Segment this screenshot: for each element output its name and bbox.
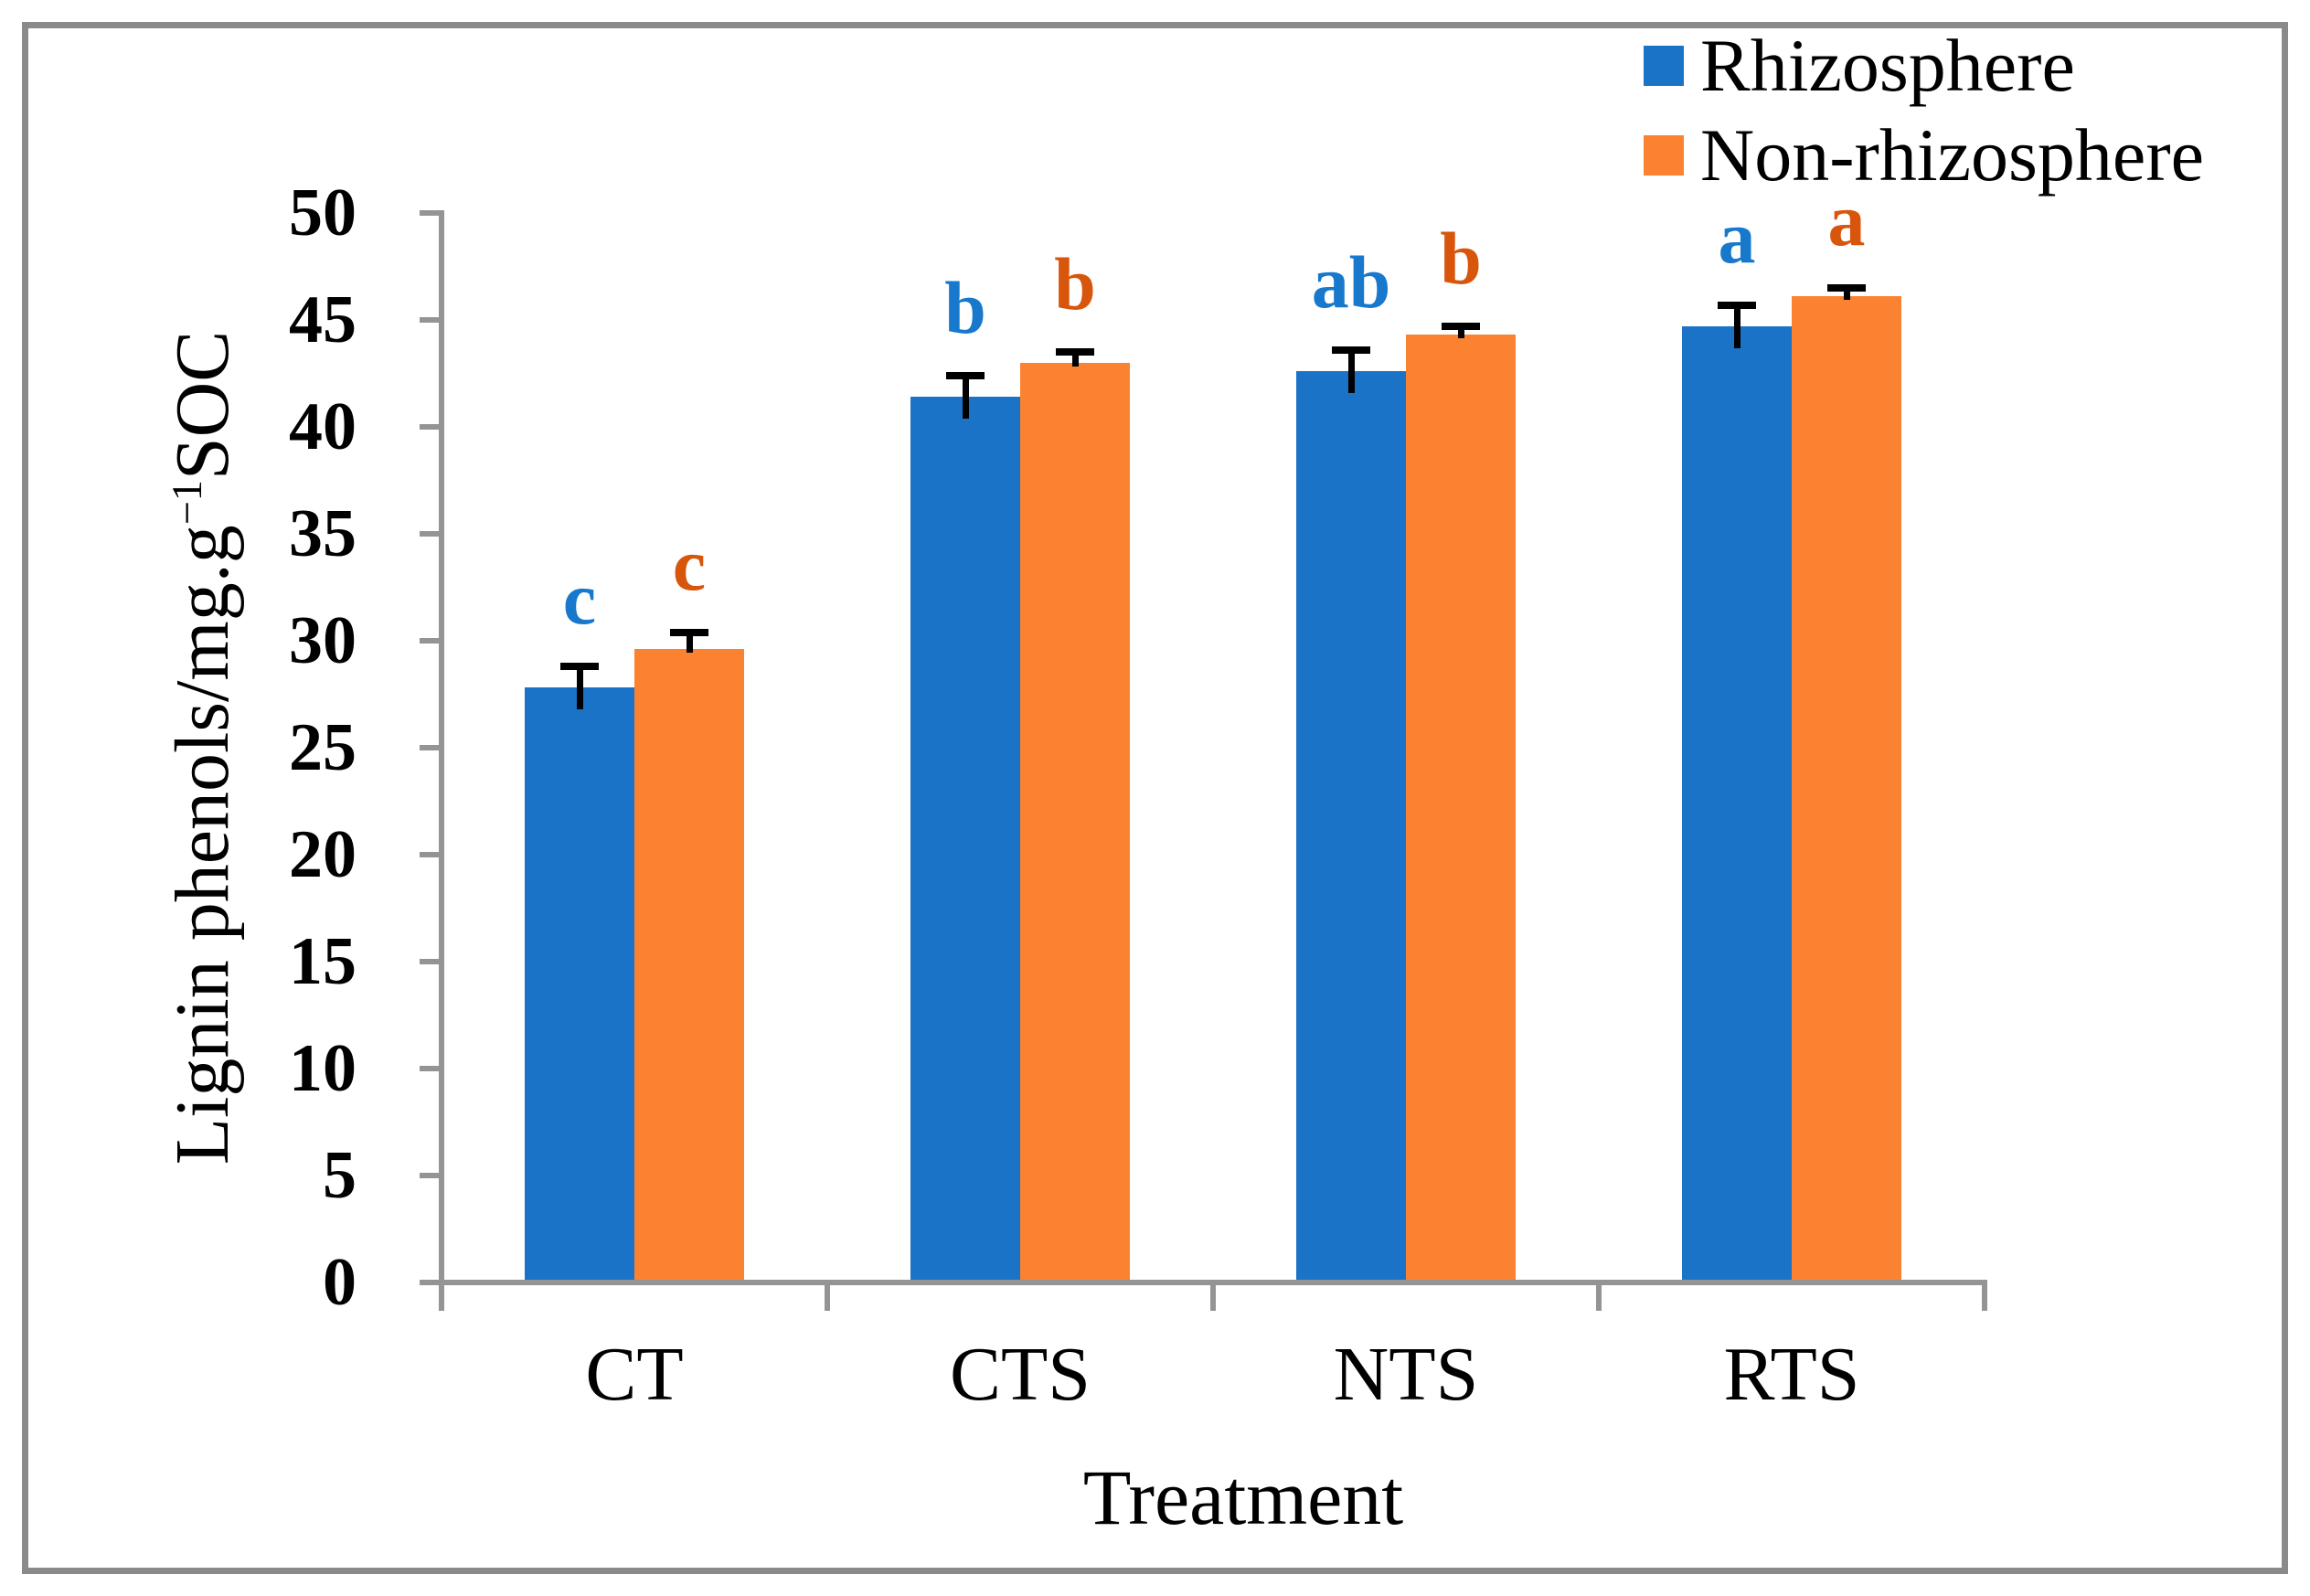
significance-letter: a xyxy=(1718,195,1756,279)
significance-letter: a xyxy=(1827,177,1866,261)
legend-label: Non-rhizosphere xyxy=(1700,113,2205,197)
y-axis-tick xyxy=(420,959,439,964)
x-category-label: CT xyxy=(585,1332,684,1417)
y-axis-title: Lignin phenols/mg.g−1SOC xyxy=(155,16,250,1479)
legend-marker xyxy=(1644,135,1684,176)
error-bar-cap xyxy=(1827,283,1866,292)
legend-item-non-rhizosphere: Non-rhizosphere xyxy=(1644,112,2204,199)
y-axis-tick xyxy=(420,745,439,750)
legend-item-rhizosphere: Rhizosphere xyxy=(1644,22,2204,110)
y-axis-tick xyxy=(420,1173,439,1178)
y-axis-tick xyxy=(420,424,439,430)
y-axis-title-text: Lignin phenols/mg.g xyxy=(160,525,245,1165)
y-tick-label: 45 xyxy=(289,282,357,357)
y-axis-tick xyxy=(420,317,439,323)
y-tick-label: 30 xyxy=(289,603,357,678)
error-bar-cap xyxy=(1442,323,1480,331)
y-axis-tick xyxy=(420,1280,439,1285)
bar-rhizosphere-nts xyxy=(1296,371,1406,1282)
x-axis-title: Treatment xyxy=(1082,1453,1404,1541)
significance-letter: b xyxy=(1054,242,1096,326)
error-bar-stem xyxy=(686,632,693,654)
bar-rhizosphere-rts xyxy=(1682,326,1792,1282)
x-axis-tick xyxy=(1982,1282,1987,1311)
error-bar-stem xyxy=(1733,304,1740,348)
error-bar-stem xyxy=(1843,287,1850,301)
y-tick-label: 0 xyxy=(323,1245,357,1320)
figure-frame xyxy=(22,22,2288,1574)
error-bar-stem xyxy=(962,375,969,420)
y-axis-title-suffix: SOC xyxy=(160,330,245,481)
y-tick-label: 5 xyxy=(323,1138,357,1213)
y-axis-line xyxy=(439,210,444,1311)
error-bar-stem xyxy=(1347,349,1355,394)
y-tick-label: 50 xyxy=(289,176,357,250)
error-bar-cap xyxy=(946,371,985,379)
error-bar-stem xyxy=(576,666,583,710)
y-axis-tick xyxy=(420,531,439,537)
x-category-label: NTS xyxy=(1333,1332,1479,1417)
x-category-label: CTS xyxy=(949,1332,1091,1417)
bar-non-rhizosphere-ct xyxy=(634,649,744,1282)
x-category-label: RTS xyxy=(1723,1332,1860,1417)
x-axis-tick xyxy=(825,1282,830,1311)
bar-rhizosphere-cts xyxy=(910,397,1020,1282)
y-axis-tick xyxy=(420,210,439,216)
legend: Rhizosphere Non-rhizosphere xyxy=(1644,22,2204,201)
error-bar-stem xyxy=(1457,326,1464,339)
error-bar-cap xyxy=(1056,348,1094,356)
error-bar-cap xyxy=(560,663,599,671)
y-tick-label: 25 xyxy=(289,710,357,785)
y-axis-tick xyxy=(420,638,439,644)
y-tick-label: 40 xyxy=(289,389,357,464)
y-tick-label: 35 xyxy=(289,496,357,571)
legend-label: Rhizosphere xyxy=(1700,24,2075,107)
significance-letter: ab xyxy=(1311,239,1391,324)
legend-marker xyxy=(1644,46,1684,86)
bar-non-rhizosphere-rts xyxy=(1792,296,1901,1282)
bar-non-rhizosphere-nts xyxy=(1406,335,1516,1282)
significance-letter: c xyxy=(562,557,597,641)
y-axis-tick xyxy=(420,1066,439,1071)
bar-rhizosphere-ct xyxy=(525,687,634,1282)
y-axis-tick xyxy=(420,852,439,857)
y-axis-title-superscript: −1 xyxy=(164,480,210,526)
bar-non-rhizosphere-cts xyxy=(1020,362,1130,1282)
error-bar-cap xyxy=(1332,346,1370,354)
y-tick-label: 20 xyxy=(289,817,357,892)
y-tick-label: 15 xyxy=(289,924,357,999)
y-tick-label: 10 xyxy=(289,1031,357,1106)
error-bar-cap xyxy=(1718,301,1756,309)
x-axis-tick xyxy=(439,1282,444,1311)
x-axis-tick xyxy=(1210,1282,1216,1311)
significance-letter: c xyxy=(672,522,707,606)
error-bar-cap xyxy=(670,628,708,636)
error-bar-stem xyxy=(1071,352,1079,367)
significance-letter: b xyxy=(1440,217,1482,301)
significance-letter: b xyxy=(944,265,986,349)
x-axis-tick xyxy=(1596,1282,1602,1311)
